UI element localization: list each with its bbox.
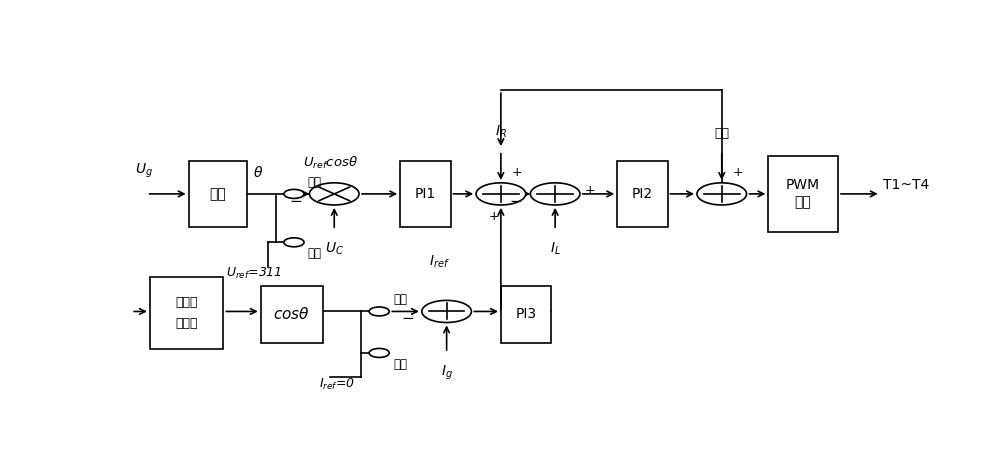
Text: $+$: $+$: [584, 184, 595, 197]
Text: $U_{ref}cos\theta$: $U_{ref}cos\theta$: [303, 155, 358, 172]
Text: $+$: $+$: [732, 167, 743, 180]
Text: 离网: 离网: [308, 247, 322, 260]
Text: $-$: $-$: [401, 309, 414, 325]
Circle shape: [309, 183, 359, 205]
Bar: [150, 277, 223, 349]
Text: $+$: $+$: [488, 210, 499, 223]
Text: $I_L$: $I_L$: [550, 241, 561, 257]
Text: 生成: 生成: [795, 196, 812, 210]
Text: $U_C$: $U_C$: [325, 241, 344, 257]
Text: 充放电: 充放电: [175, 317, 198, 330]
Text: $I_{ref}$=0: $I_{ref}$=0: [319, 377, 355, 392]
Text: PI1: PI1: [415, 187, 436, 201]
Circle shape: [476, 183, 526, 205]
Text: 前馈: 前馈: [714, 128, 729, 140]
Text: $I_g$: $I_g$: [441, 363, 453, 382]
Bar: [768, 156, 838, 232]
Text: $I_R$: $I_R$: [495, 124, 507, 140]
Bar: [400, 161, 450, 227]
Circle shape: [530, 183, 580, 205]
Text: 蓄电池: 蓄电池: [175, 296, 198, 309]
Circle shape: [284, 238, 304, 247]
Text: 并网: 并网: [393, 293, 407, 306]
Text: $U_{ref}$=311: $U_{ref}$=311: [226, 266, 282, 281]
Text: $I_{ref}$: $I_{ref}$: [429, 254, 449, 270]
Circle shape: [284, 189, 304, 198]
Text: PI2: PI2: [632, 187, 653, 201]
Bar: [261, 286, 323, 343]
Circle shape: [697, 183, 747, 205]
Text: 并网: 并网: [308, 176, 322, 189]
Text: $U_g$: $U_g$: [135, 162, 153, 180]
Text: 离网: 离网: [393, 358, 407, 371]
Bar: [189, 161, 247, 227]
Text: $-$: $-$: [289, 192, 302, 207]
Circle shape: [369, 307, 389, 316]
Bar: [501, 286, 551, 343]
Text: T1~T4: T1~T4: [883, 178, 929, 192]
Text: 锁相: 锁相: [209, 187, 226, 201]
Text: PI3: PI3: [516, 307, 537, 321]
Text: $-$: $-$: [509, 192, 523, 207]
Circle shape: [369, 348, 389, 357]
Circle shape: [422, 300, 471, 322]
Text: PWM: PWM: [786, 178, 820, 192]
Bar: [617, 161, 668, 227]
Text: $\theta$: $\theta$: [253, 165, 263, 180]
Text: $+$: $+$: [511, 167, 522, 180]
Text: $cos\theta$: $cos\theta$: [273, 306, 310, 322]
